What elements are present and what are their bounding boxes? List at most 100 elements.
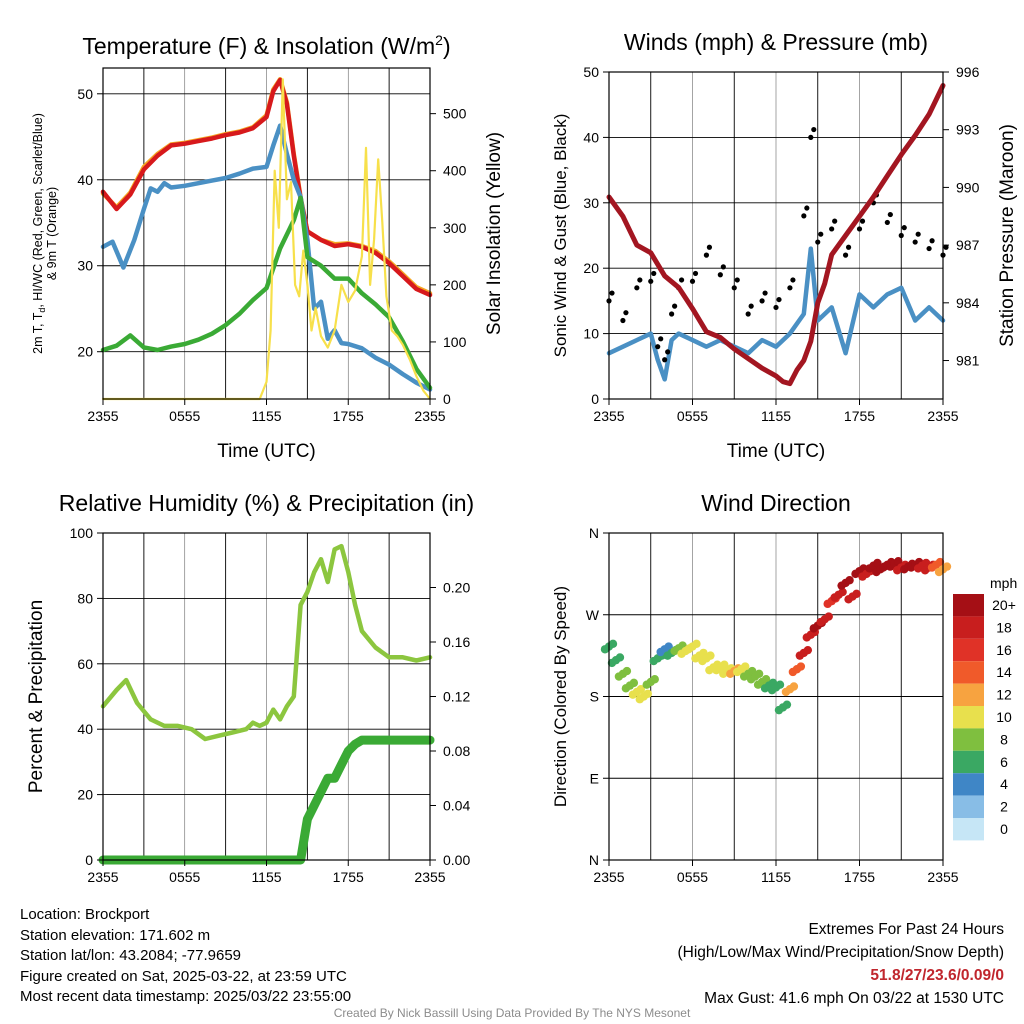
legend-swatch: [953, 818, 984, 841]
x-axis-label: Time (UTC): [217, 441, 316, 462]
y-axis-label: 2m T, Td, HI/WC (Red, Green, Scarlet/Blu…: [31, 113, 47, 354]
gust-point: [669, 311, 675, 317]
y-tick-label: N: [589, 525, 599, 541]
x-tick-label: 2355: [414, 408, 445, 424]
gust-point: [859, 218, 866, 224]
legend-label: 12: [996, 687, 1012, 703]
info-timestamp: Most recent data timestamp: 2025/03/22 2…: [20, 988, 352, 1005]
wind-direction-point: [873, 558, 882, 568]
y-tick-label: 30: [77, 258, 93, 274]
gust-point: [717, 272, 723, 278]
wind-direction-point: [622, 666, 632, 676]
gust-point: [648, 278, 654, 284]
legend-title: mph: [990, 575, 1017, 591]
y-tick-right-label: 0.16: [443, 634, 470, 650]
y-tick-right-label: 400: [443, 163, 467, 179]
gust-point: [912, 239, 918, 245]
legend-label: 0: [1000, 821, 1008, 837]
gust-point: [703, 252, 710, 258]
gust-point: [731, 285, 737, 291]
wind-direction-point: [782, 700, 792, 709]
legend-swatch: [953, 728, 984, 751]
gust-point: [745, 311, 751, 317]
chart-title: Temperature (F) & Insolation (W/m2): [82, 32, 450, 59]
wind-direction-point: [824, 612, 833, 621]
wind-direction-point: [761, 675, 771, 684]
y-tick-label: 100: [70, 525, 94, 541]
station-info: Location: Brockport Station elevation: 1…: [20, 905, 351, 1008]
gust-point: [915, 231, 921, 237]
legend-label: 8: [1000, 731, 1008, 747]
gust-point: [678, 277, 685, 283]
x-tick-label: 2355: [927, 408, 958, 424]
gust-point: [637, 277, 643, 283]
gust-point: [734, 277, 740, 283]
y-axis-label: Direction (Colored By Speed): [551, 586, 570, 807]
x-tick-label: 1155: [251, 869, 281, 885]
legend-label: 14: [996, 664, 1012, 680]
y-tick-label: N: [589, 852, 599, 868]
y-tick-right-label: 984: [956, 295, 980, 311]
gust-point: [689, 278, 696, 284]
y-tick-label: 0: [591, 391, 599, 407]
gust-point: [804, 205, 810, 211]
series-line-4: [100, 195, 433, 391]
gust-point: [692, 270, 699, 277]
gust-point: [720, 264, 726, 270]
wind-direction-point: [935, 557, 945, 567]
legend-swatch: [953, 773, 984, 796]
x-tick-label: 1155: [761, 408, 791, 424]
series-line-3: [606, 83, 946, 387]
credit-line: Created By Nick Bassill Using Data Provi…: [333, 1006, 691, 1020]
x-tick-label: 1755: [333, 408, 364, 424]
gust-point: [620, 317, 626, 324]
wind-direction-point: [803, 645, 813, 655]
x-tick-label: 2355: [927, 869, 958, 885]
gust-point: [842, 252, 849, 258]
gust-point: [762, 290, 768, 296]
x-tick-label: 0555: [169, 408, 200, 424]
x-tick-label: 2355: [593, 408, 624, 424]
y-axis-label-line2: & 9m T (Orange): [45, 187, 59, 280]
gust-point: [856, 226, 863, 232]
x-tick-label: 2355: [87, 869, 118, 885]
chart-panel-1: 2355 0555 1155 1755 235520304050010020030040…: [31, 32, 505, 462]
legend-label: 18: [996, 619, 1012, 635]
gust-point: [790, 277, 796, 283]
gust-point: [926, 245, 932, 252]
legend-swatch: [953, 661, 984, 684]
info-created: Figure created on Sat, 2025-03-22, at 23…: [20, 967, 347, 985]
wind-direction-point: [720, 660, 729, 669]
gust-point: [658, 336, 664, 342]
gust-point: [665, 349, 671, 355]
wind-direction-point: [845, 576, 854, 585]
legend-label: 10: [996, 709, 1012, 725]
x-tick-label: 2355: [593, 869, 624, 885]
x-axis-label: Time (UTC): [727, 441, 826, 462]
y-tick-right-label: 0.20: [443, 580, 470, 596]
y-tick-right-label: 100: [443, 334, 467, 350]
wind-direction-point: [650, 675, 659, 684]
y-tick-right-label: 996: [956, 64, 980, 80]
y-tick-right-label: 300: [443, 220, 467, 236]
gust-point: [943, 244, 949, 250]
x-tick-label: 0555: [677, 408, 708, 424]
wind-direction-point: [838, 587, 847, 597]
y-tick-label: 40: [583, 129, 599, 145]
wind-direction-point: [692, 639, 701, 649]
y-tick-right-label: 0.04: [443, 798, 470, 814]
gust-point: [651, 270, 657, 277]
gust-point: [662, 357, 668, 363]
y-tick-label: 80: [77, 590, 93, 606]
x-tick-label: 2355: [414, 869, 445, 885]
wind-direction-point: [789, 682, 799, 691]
wind-direction-point: [615, 653, 625, 662]
gust-point: [818, 231, 824, 237]
extremes-values: 51.8/27/23.6/0.09/0: [870, 967, 1004, 984]
gust-point: [898, 232, 904, 239]
chart-panel-2: 2355 0555 1155 1755 235501020304050981984987…: [551, 29, 1018, 462]
info-latlon: Station lat/lon: 43.2084; -77.9659: [20, 947, 242, 964]
gust-point: [609, 290, 615, 296]
gust-point: [811, 126, 817, 133]
gust-point: [748, 303, 754, 309]
